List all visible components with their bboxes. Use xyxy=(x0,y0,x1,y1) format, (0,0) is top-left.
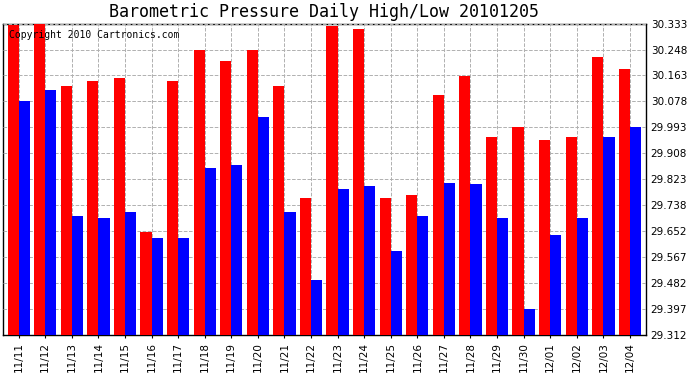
Bar xyxy=(99,218,110,334)
Bar xyxy=(87,81,99,334)
Bar xyxy=(300,198,311,334)
Bar xyxy=(603,137,615,334)
Bar xyxy=(326,26,337,334)
Bar xyxy=(486,137,497,334)
Bar xyxy=(247,50,258,334)
Bar xyxy=(337,189,348,334)
Bar xyxy=(178,238,189,334)
Bar xyxy=(417,216,428,334)
Bar xyxy=(114,78,125,334)
Bar xyxy=(577,218,588,334)
Bar xyxy=(566,137,577,334)
Bar xyxy=(619,69,630,334)
Bar xyxy=(231,165,242,334)
Bar xyxy=(497,218,509,334)
Bar xyxy=(433,94,444,334)
Bar xyxy=(19,101,30,334)
Text: Copyright 2010 Cartronics.com: Copyright 2010 Cartronics.com xyxy=(9,30,179,40)
Bar xyxy=(513,127,524,334)
Bar xyxy=(460,76,471,334)
Bar xyxy=(406,195,417,334)
Bar xyxy=(364,186,375,334)
Bar xyxy=(630,127,641,334)
Bar xyxy=(311,280,322,334)
Bar xyxy=(194,50,205,334)
Bar xyxy=(273,86,284,334)
Bar xyxy=(380,198,391,334)
Bar xyxy=(46,90,57,334)
Bar xyxy=(167,81,178,334)
Bar xyxy=(152,238,163,334)
Bar xyxy=(205,168,216,334)
Bar xyxy=(72,216,83,334)
Bar xyxy=(8,25,19,334)
Bar xyxy=(539,140,550,334)
Bar xyxy=(141,232,152,334)
Bar xyxy=(61,86,72,334)
Bar xyxy=(550,235,562,334)
Bar xyxy=(353,29,364,334)
Title: Barometric Pressure Daily High/Low 20101205: Barometric Pressure Daily High/Low 20101… xyxy=(109,3,540,21)
Bar xyxy=(524,309,535,334)
Bar xyxy=(34,24,46,334)
Bar xyxy=(444,183,455,334)
Bar xyxy=(220,61,231,334)
Bar xyxy=(284,212,295,334)
Bar xyxy=(471,184,482,334)
Bar xyxy=(125,212,136,334)
Bar xyxy=(592,57,603,334)
Bar xyxy=(258,117,269,334)
Bar xyxy=(391,252,402,334)
